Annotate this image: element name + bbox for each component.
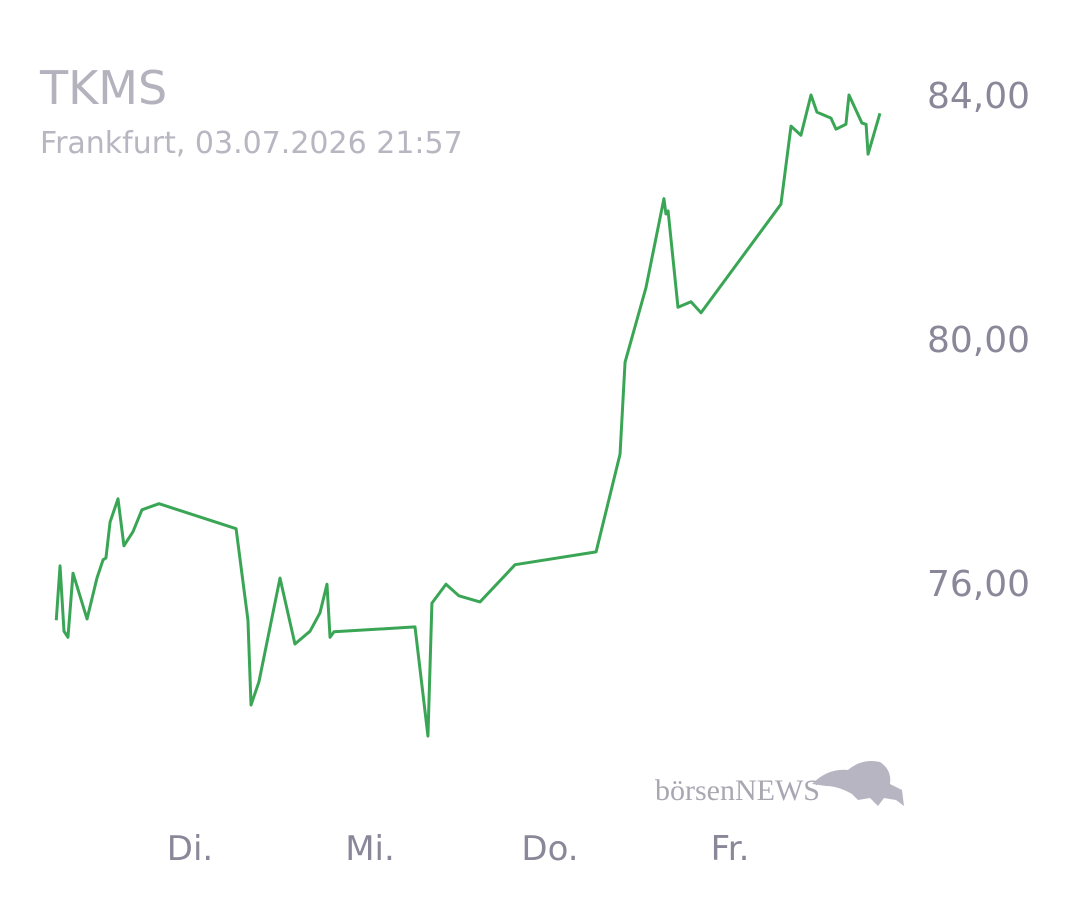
chart-subtitle: Frankfurt, 03.07.2026 21:57 — [40, 126, 463, 161]
y-tick-label: 76,00 — [927, 564, 1030, 605]
x-tick-label: Di. — [167, 829, 213, 869]
chart-title: TKMS — [39, 61, 167, 115]
watermark: börsenNEWS — [655, 761, 904, 807]
y-tick-label: 84,00 — [927, 76, 1030, 117]
x-tick-label: Do. — [521, 829, 578, 869]
x-tick-label: Mi. — [345, 829, 395, 869]
price-line — [54, 93, 882, 738]
watermark-text: börsenNEWS — [655, 774, 820, 807]
y-tick-label: 80,00 — [927, 320, 1030, 361]
x-tick-label: Fr. — [711, 829, 750, 869]
bull-logo — [812, 761, 904, 806]
